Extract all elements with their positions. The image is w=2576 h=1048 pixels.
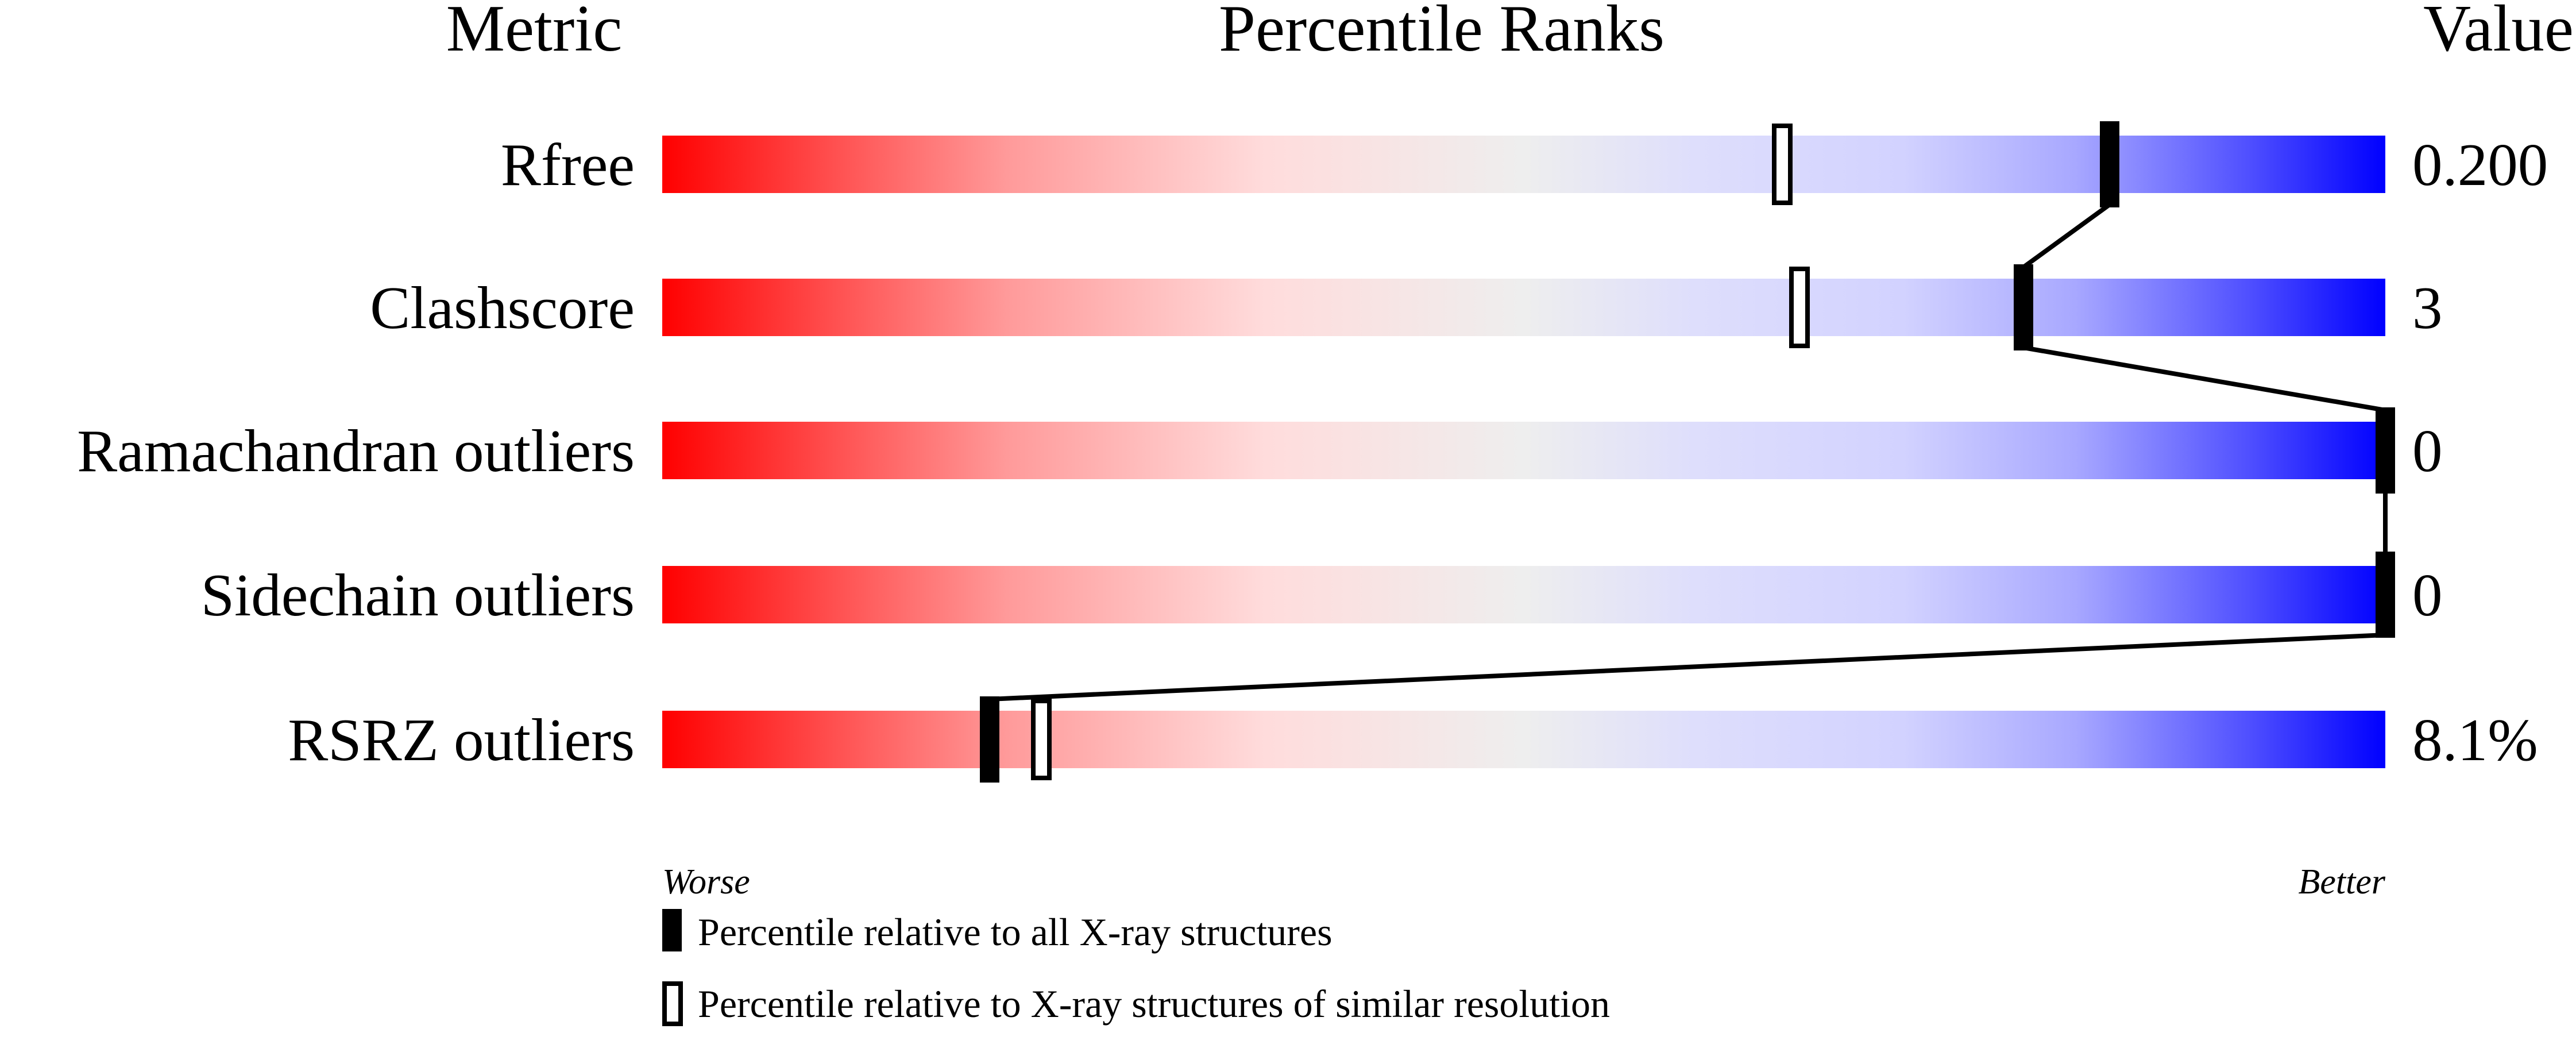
metric-label: Sidechain outliers <box>201 561 635 629</box>
percentile-bar <box>662 136 2385 193</box>
axis-label-better: Better <box>2299 862 2386 901</box>
legend-label-all: Percentile relative to all X-ray structu… <box>698 910 1333 954</box>
marker-similar-resolution <box>1772 124 1793 205</box>
connector-line <box>2022 202 2111 269</box>
marker-all-structures <box>2100 121 2119 207</box>
metric-value: 0 <box>2412 561 2443 629</box>
percentile-bar <box>662 279 2385 336</box>
metric-value: 0.200 <box>2412 131 2548 198</box>
header-metric: Metric <box>446 0 623 65</box>
metric-value: 3 <box>2412 274 2443 341</box>
header-value: Value <box>2423 0 2574 65</box>
marker-all-structures <box>2376 552 2395 638</box>
metric-value: 0 <box>2412 417 2443 484</box>
marker-similar-resolution <box>1031 699 1052 780</box>
percentile-bar <box>662 566 2385 623</box>
legend-swatch-similar <box>662 981 683 1026</box>
percentile-bar <box>662 711 2385 768</box>
marker-all-structures <box>2376 407 2395 494</box>
metric-label: Clashscore <box>370 274 635 341</box>
connector-line <box>2023 345 2386 413</box>
metric-label: Rfree <box>501 131 635 198</box>
legend-swatch-all <box>662 909 682 951</box>
marker-all-structures <box>2014 264 2033 350</box>
legend-label-similar: Percentile relative to X-ray structures … <box>698 982 1610 1026</box>
marker-all-structures <box>980 696 999 783</box>
connector-line <box>989 633 2386 702</box>
marker-similar-resolution <box>1789 267 1810 348</box>
metric-label: RSRZ outliers <box>288 706 635 773</box>
header-percentile-ranks: Percentile Ranks <box>1219 0 1664 65</box>
axis-label-worse: Worse <box>662 862 750 901</box>
percentile-bar <box>662 422 2385 479</box>
metric-value: 8.1% <box>2412 706 2538 773</box>
metric-label: Ramachandran outliers <box>77 417 635 484</box>
